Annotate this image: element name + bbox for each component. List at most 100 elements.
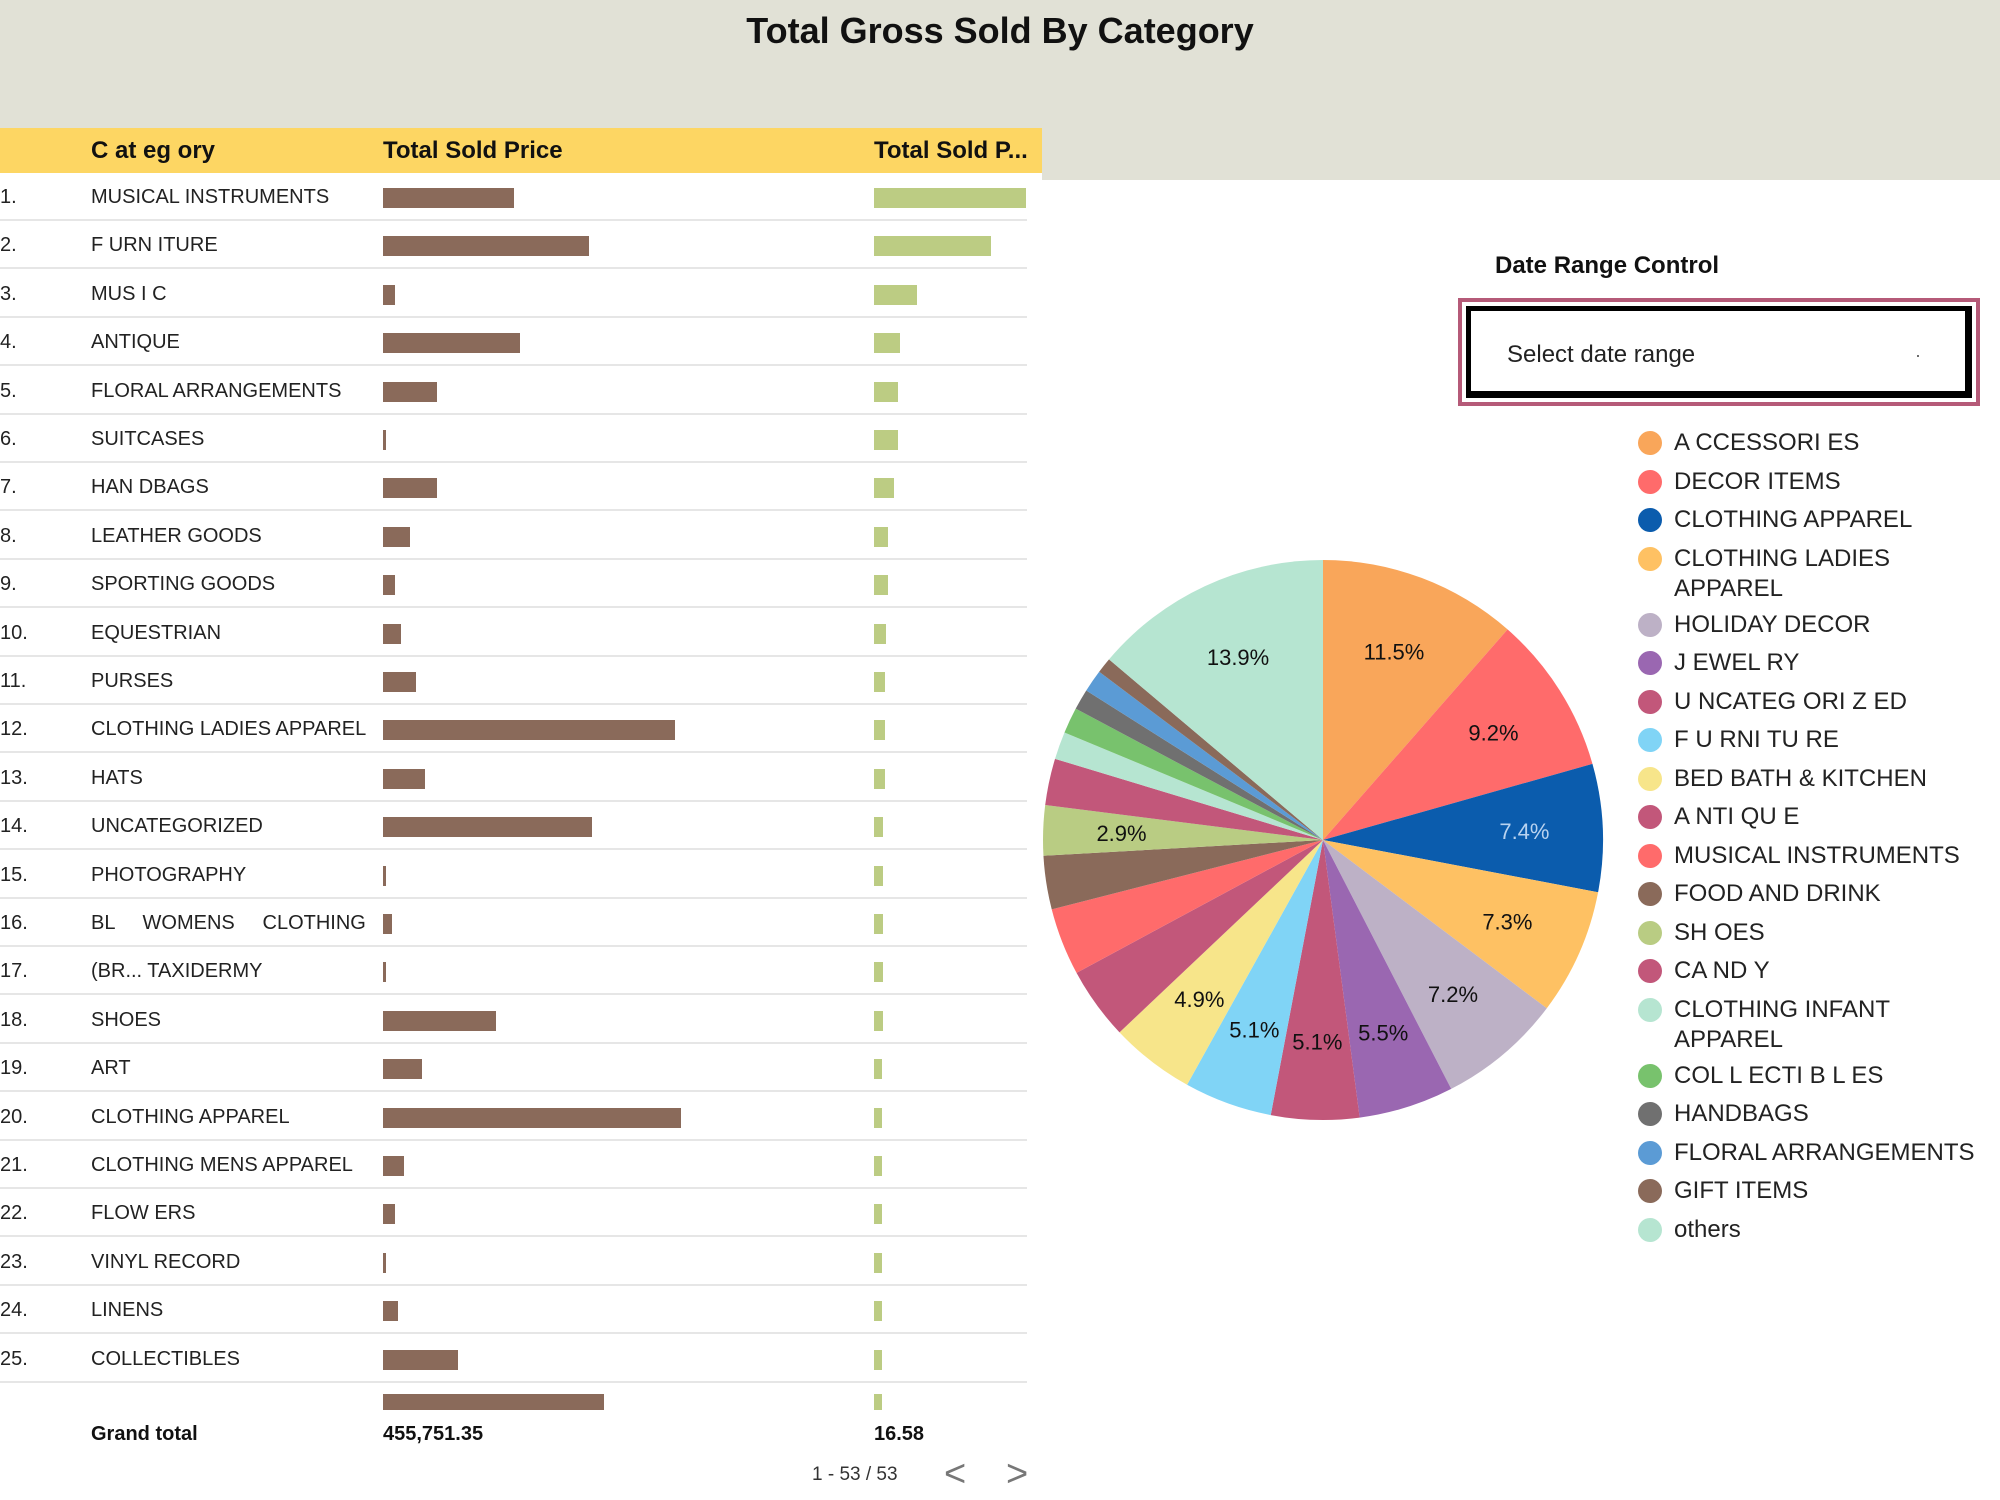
row-divider bbox=[0, 1041, 1027, 1044]
row-divider bbox=[0, 315, 1027, 318]
legend-swatch-icon bbox=[1638, 508, 1662, 532]
pie-slice[interactable] bbox=[1323, 840, 1547, 1089]
row-category: COLLECTIBLES bbox=[91, 1347, 240, 1370]
pie-slice[interactable] bbox=[1076, 840, 1323, 1033]
pie-slice[interactable] bbox=[1099, 659, 1323, 840]
table-row[interactable]: 16. BL WOMENS CLOTHING bbox=[0, 899, 1042, 947]
pie-slice[interactable] bbox=[1064, 708, 1323, 840]
table-row[interactable]: 20. CLOTHING APPAREL bbox=[0, 1093, 1042, 1141]
pie-slice[interactable] bbox=[1043, 840, 1323, 910]
pie-slice[interactable] bbox=[1323, 840, 1599, 1009]
pie-slice[interactable] bbox=[1086, 671, 1323, 840]
pagination-text: 1 - 53 / 53 bbox=[812, 1464, 898, 1485]
table-row[interactable]: 3. MUS I C bbox=[0, 270, 1042, 318]
pie-slice[interactable] bbox=[1323, 763, 1603, 893]
date-range-dropdown[interactable]: Select date range · bbox=[1466, 306, 1972, 398]
total-sold-price-bar bbox=[383, 720, 675, 741]
table-row[interactable]: 21. CLOTHING MENS APPAREL bbox=[0, 1141, 1042, 1189]
row-divider bbox=[0, 945, 1027, 947]
table-header: C at eg ory Total Sold Price Total Sold … bbox=[0, 128, 1042, 173]
table-row[interactable]: 11. PURSES bbox=[0, 657, 1042, 705]
row-divider bbox=[0, 1332, 1027, 1335]
pie-slice[interactable] bbox=[1323, 629, 1593, 840]
legend-label: others bbox=[1674, 1215, 1741, 1243]
total-sold-price-bar bbox=[383, 817, 592, 838]
pie-slice[interactable] bbox=[1075, 690, 1323, 840]
next-page-button[interactable]: > bbox=[1006, 1453, 1029, 1495]
table-row[interactable]: 14. UNCATEGORIZED bbox=[0, 802, 1042, 851]
row-divider bbox=[0, 1380, 1027, 1383]
pie-slice[interactable] bbox=[1270, 840, 1360, 1120]
total-sold-p-bar bbox=[874, 623, 886, 644]
legend-label: GIFT ITEMS bbox=[1674, 1177, 1809, 1204]
row-number: 5. bbox=[0, 379, 17, 402]
row-category: FLORAL ARRANGEMENTS bbox=[91, 379, 342, 402]
legend-swatch-icon bbox=[1638, 689, 1662, 714]
category-table: C at eg ory Total Sold Price Total Sold … bbox=[0, 128, 1042, 1500]
row-category: FLOW ERS bbox=[91, 1202, 196, 1225]
pie-slice[interactable] bbox=[1045, 758, 1323, 840]
table-row[interactable]: 24. LINENS bbox=[0, 1286, 1042, 1335]
table-row[interactable]: 7. HAN DBAGS bbox=[0, 463, 1042, 512]
pie-slice[interactable] bbox=[1187, 840, 1323, 1116]
row-divider bbox=[0, 412, 1027, 415]
row-number: 22. bbox=[0, 1202, 28, 1225]
row-divider bbox=[0, 1235, 1027, 1238]
pie-slice[interactable] bbox=[1051, 840, 1323, 973]
legend-label: SH OES bbox=[1674, 918, 1765, 946]
total-sold-p-bar bbox=[874, 914, 883, 934]
pie-slice-label: 7.4% bbox=[1499, 819, 1549, 844]
prev-page-button[interactable]: < bbox=[944, 1453, 967, 1495]
pie-slice[interactable] bbox=[1109, 560, 1323, 840]
pie-slice[interactable] bbox=[1119, 840, 1323, 1085]
table-row[interactable]: 12. CLOTHING LADIES APPAREL bbox=[0, 705, 1042, 754]
total-sold-p-bar bbox=[874, 1349, 882, 1370]
date-range-placeholder: Select date range bbox=[1507, 341, 1696, 368]
table-row[interactable]: 25. COLLECTIBLES bbox=[0, 1335, 1042, 1383]
total-sold-p-bar bbox=[874, 817, 883, 838]
pie-slice[interactable] bbox=[1323, 560, 1508, 840]
total-sold-price-column-header[interactable]: Total Sold Price bbox=[383, 137, 563, 164]
pie-slice[interactable] bbox=[1323, 840, 1452, 1118]
pie-slice-label: 7.3% bbox=[1482, 909, 1532, 934]
table-row[interactable]: 18. SHOES bbox=[0, 996, 1042, 1044]
table-row[interactable]: 1. MUSICAL INSTRUMENTS bbox=[0, 173, 1042, 221]
category-column-header[interactable]: C at eg ory bbox=[91, 137, 216, 164]
total-sold-price-bar bbox=[383, 1107, 681, 1128]
row-category: SHOES bbox=[91, 1008, 162, 1031]
row-category: MUS I C bbox=[91, 282, 167, 305]
row-divider bbox=[0, 993, 1027, 996]
table-row[interactable]: 22. FLOW ERS bbox=[0, 1189, 1042, 1238]
pie-slice[interactable] bbox=[1055, 732, 1323, 840]
legend-label: CA ND Y bbox=[1674, 957, 1770, 984]
legend-swatch-icon bbox=[1638, 1217, 1662, 1242]
table-row[interactable]: 6. SUITCASES bbox=[0, 415, 1042, 463]
total-sold-p-bar bbox=[874, 962, 883, 983]
table-row[interactable]: 5. FLORAL ARRANGEMENTS bbox=[0, 367, 1042, 415]
table-row[interactable]: 4. ANTIQUE bbox=[0, 318, 1042, 367]
legend-swatch-icon bbox=[1638, 651, 1662, 675]
legend-swatch-icon bbox=[1638, 612, 1662, 637]
row-category: EQUESTRIAN bbox=[91, 621, 222, 644]
table-row[interactable]: 2. F URN ITURE bbox=[0, 221, 1042, 270]
table-row[interactable]: 23. VINYL RECORD bbox=[0, 1238, 1042, 1286]
table-row[interactable]: 9. SPORTING GOODS bbox=[0, 560, 1042, 609]
row-number: 24. bbox=[0, 1299, 28, 1322]
row-number: 13. bbox=[0, 766, 28, 789]
total-sold-price-bar bbox=[383, 526, 410, 547]
table-row[interactable]: 13. HATS bbox=[0, 754, 1042, 802]
row-number: 25. bbox=[0, 1347, 28, 1370]
table-row[interactable]: 17. (BR... TAXIDERMY bbox=[0, 947, 1042, 996]
total-sold-p-column-header[interactable]: Total Sold P... bbox=[874, 137, 1028, 164]
total-sold-price-bar bbox=[383, 1301, 398, 1322]
table-row[interactable]: 19. ART bbox=[0, 1044, 1042, 1093]
table-row[interactable]: 10. EQUESTRIAN bbox=[0, 609, 1042, 657]
total-sold-price-bar bbox=[383, 284, 395, 305]
table-row[interactable]: 15. PHOTOGRAPHY bbox=[0, 851, 1042, 899]
row-number: 9. bbox=[0, 573, 17, 596]
total-sold-price-bar bbox=[383, 430, 386, 450]
grand-total-price-bar bbox=[383, 1394, 604, 1410]
pie-slice[interactable] bbox=[1043, 805, 1323, 856]
table-row[interactable]: 8. LEATHER GOODS bbox=[0, 512, 1042, 560]
pie-slice-label: 13.9% bbox=[1207, 645, 1269, 670]
